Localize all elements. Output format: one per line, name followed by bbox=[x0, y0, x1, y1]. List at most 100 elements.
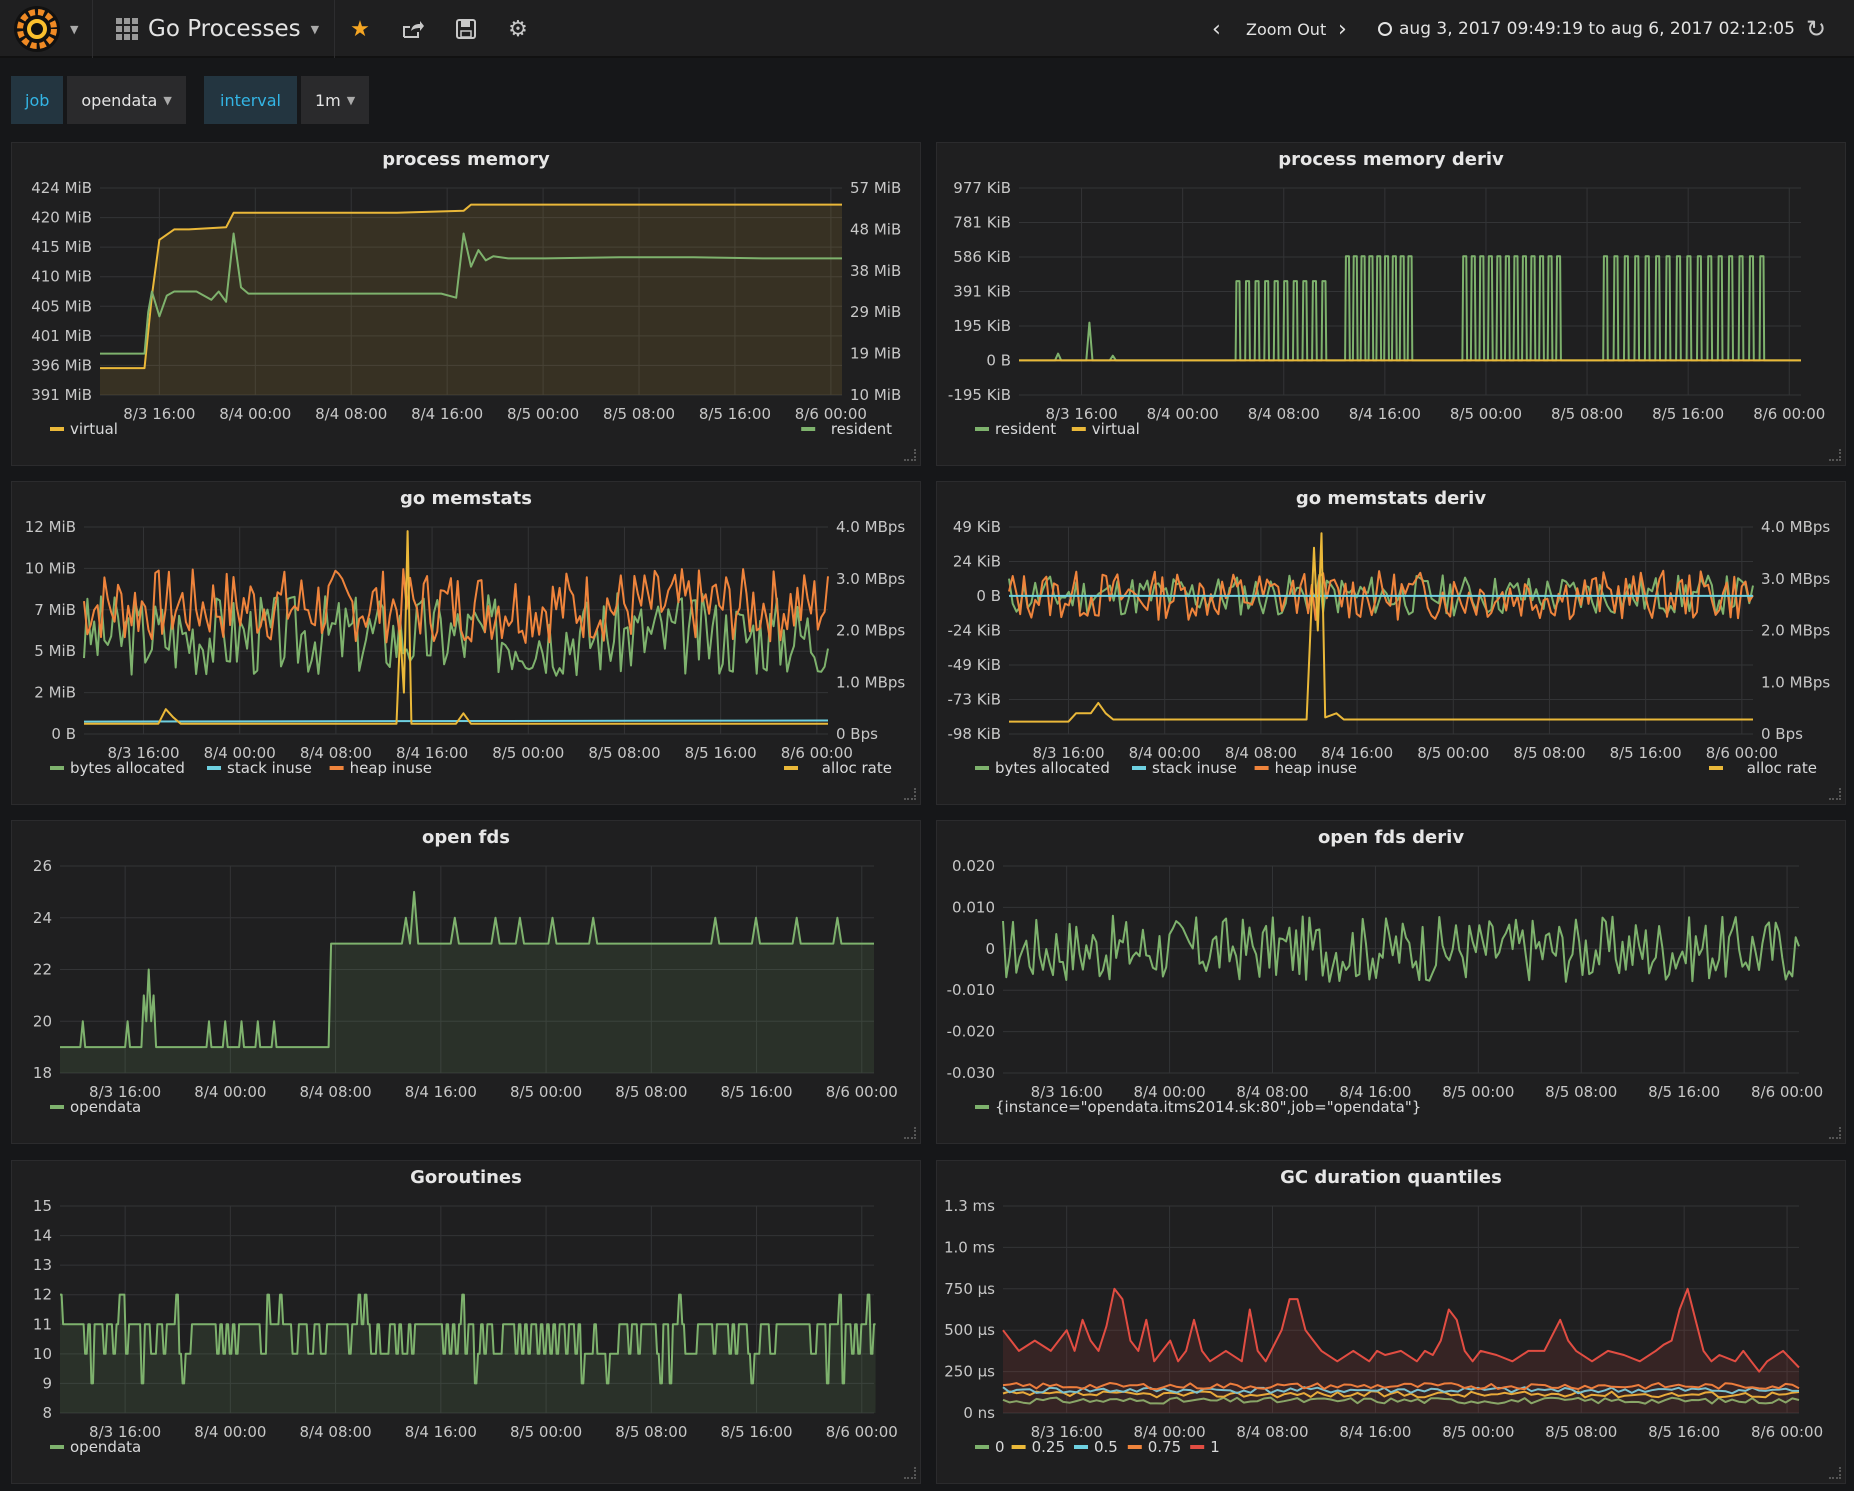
panel-resize-handle[interactable] bbox=[904, 1127, 916, 1139]
open-fds-deriv-panel[interactable]: open fds deriv 0.020 0.010 0 -0.010 -0.020 -0.… bbox=[936, 820, 1846, 1144]
zoom-out-button[interactable]: Zoom Out bbox=[1246, 19, 1327, 39]
panel-title[interactable]: open fds bbox=[422, 827, 510, 848]
legend-item[interactable]: 0.5 bbox=[1094, 1438, 1118, 1456]
refresh-icon[interactable]: ↻ bbox=[1806, 15, 1827, 43]
y2-tick-label: 10 MiB bbox=[850, 386, 901, 404]
panel-resize-handle[interactable] bbox=[904, 1467, 916, 1479]
legend-item[interactable]: 0 bbox=[995, 1438, 1005, 1456]
panel-resize-handle[interactable] bbox=[1829, 449, 1841, 461]
legend-item[interactable]: heap inuse bbox=[350, 759, 432, 777]
share-icon[interactable] bbox=[395, 0, 431, 58]
panel-resize-handle[interactable] bbox=[904, 449, 916, 461]
y-tick-label: 0 bbox=[985, 940, 995, 958]
save-icon[interactable] bbox=[448, 0, 484, 58]
x-tick-label: 8/6 00:00 bbox=[1751, 1083, 1823, 1101]
legend-item[interactable]: alloc rate bbox=[1747, 759, 1817, 777]
legend-item[interactable]: bytes allocated bbox=[70, 759, 185, 777]
gc-duration-quantiles-panel[interactable]: GC duration quantiles 1.3 ms 1.0 ms 750 μs 5… bbox=[936, 1160, 1846, 1484]
x-tick-label: 8/5 16:00 bbox=[685, 744, 757, 762]
legend-item[interactable]: 0.25 bbox=[1032, 1438, 1065, 1456]
legend-swatch bbox=[207, 766, 221, 770]
logo-menu-caret-icon[interactable]: ▼ bbox=[70, 22, 79, 36]
settings-gear-icon[interactable]: ⚙ bbox=[508, 16, 528, 42]
y-tick-label: 750 μs bbox=[944, 1280, 995, 1298]
legend-item[interactable]: alloc rate bbox=[822, 759, 892, 777]
variable-interval-dropdown[interactable]: 1m ▼ bbox=[301, 76, 370, 124]
y-tick-label: 1.3 ms bbox=[944, 1197, 995, 1215]
open-fds-panel[interactable]: open fds 26 24 22 20 18 8/3 16:00 8/4 00:00 8/4 … bbox=[11, 820, 921, 1144]
divider bbox=[334, 0, 335, 58]
y-tick-label: 0 B bbox=[51, 725, 76, 743]
y-tick-label: 26 bbox=[33, 857, 52, 875]
go-memstats-panel[interactable]: go memstats 12 MiB 10 MiB 7 MiB 5 MiB 2 MiB 0 … bbox=[11, 481, 921, 805]
go-memstats-deriv-panel[interactable]: go memstats deriv 49 KiB 24 KiB 0 B -24 KiB -… bbox=[936, 481, 1846, 805]
panel-resize-handle[interactable] bbox=[1829, 1127, 1841, 1139]
panel-title[interactable]: process memory deriv bbox=[1278, 149, 1504, 170]
x-tick-label: 8/4 00:00 bbox=[194, 1423, 266, 1441]
legend-item[interactable]: 1 bbox=[1210, 1438, 1220, 1456]
variable-interval: interval 1m ▼ bbox=[204, 76, 370, 124]
panel-title[interactable]: go memstats deriv bbox=[1295, 488, 1487, 509]
legend-item[interactable]: 0.75 bbox=[1148, 1438, 1181, 1456]
y2-tick-label: 29 MiB bbox=[850, 303, 901, 321]
legend-swatch bbox=[329, 766, 344, 770]
open-fds-chart: 26 24 22 20 18 8/3 16:00 8/4 00:00 8/4 08:00 8/4… bbox=[33, 857, 898, 1116]
x-tick-label: 8/4 08:00 bbox=[1236, 1423, 1308, 1441]
panel-title[interactable]: go memstats bbox=[399, 488, 533, 509]
goroutines-panel[interactable]: Goroutines 15 14 13 12 11 10 9 8 8/3 16:00 8/4 00:… bbox=[11, 1160, 921, 1484]
panel-title[interactable]: process memory bbox=[382, 149, 550, 170]
panel-resize-handle[interactable] bbox=[1829, 1467, 1841, 1479]
clock-icon bbox=[1378, 22, 1392, 36]
x-tick-label: 8/5 16:00 bbox=[699, 405, 771, 423]
y-tick-label: 401 MiB bbox=[31, 327, 92, 345]
series-line-resident bbox=[1019, 255, 1801, 362]
variable-value: 1m bbox=[315, 90, 341, 110]
legend-item[interactable]: bytes allocated bbox=[995, 759, 1110, 777]
divider bbox=[92, 0, 93, 58]
legend-item[interactable]: stack inuse bbox=[1152, 759, 1237, 777]
legend-item[interactable]: virtual bbox=[70, 420, 118, 438]
panel-title[interactable]: GC duration quantiles bbox=[1280, 1167, 1502, 1188]
grafana-logo-button[interactable] bbox=[12, 4, 62, 54]
x-tick-label: 8/5 00:00 bbox=[492, 744, 564, 762]
legend-item[interactable]: resident bbox=[831, 420, 892, 438]
gc-duration-quantiles-chart: 1.3 ms 1.0 ms 750 μs 500 μs 250 μs 0 ns 8/3 16… bbox=[944, 1197, 1823, 1456]
panel-resize-handle[interactable] bbox=[904, 788, 916, 800]
y-tick-label: 391 MiB bbox=[31, 386, 92, 404]
dashboard-picker[interactable]: Go Processes ▼ bbox=[116, 0, 319, 58]
grafana-logo-icon bbox=[14, 6, 60, 52]
x-tick-label: 8/4 00:00 bbox=[194, 1083, 266, 1101]
legend-item[interactable]: {instance="opendata.itms2014.sk:80",job=… bbox=[995, 1098, 1421, 1116]
series-line-stack-inuse bbox=[83, 719, 829, 723]
panel-resize-handle[interactable] bbox=[1829, 788, 1841, 800]
legend-swatch bbox=[975, 1445, 989, 1449]
process-memory-deriv-panel[interactable]: process memory deriv 977 KiB 781 KiB 586 Ki… bbox=[936, 142, 1846, 466]
variable-job-dropdown[interactable]: opendata ▼ bbox=[67, 76, 186, 124]
goroutines-chart: 15 14 13 12 11 10 9 8 8/3 16:00 8/4 00:00 8/4 08:0… bbox=[33, 1197, 898, 1456]
x-tick-label: 8/3 16:00 bbox=[1032, 744, 1104, 762]
panel-title[interactable]: Goroutines bbox=[410, 1167, 522, 1188]
y-tick-label: -0.010 bbox=[947, 981, 995, 999]
x-tick-label: 8/5 16:00 bbox=[1610, 744, 1682, 762]
legend-item[interactable]: heap inuse bbox=[1275, 759, 1357, 777]
x-tick-label: 8/3 16:00 bbox=[1031, 1083, 1103, 1101]
legend-swatch bbox=[975, 427, 989, 431]
legend-item[interactable]: opendata bbox=[70, 1438, 141, 1456]
x-tick-label: 8/5 08:00 bbox=[588, 744, 660, 762]
star-icon[interactable]: ★ bbox=[350, 16, 370, 42]
y-tick-label: 18 bbox=[33, 1064, 52, 1082]
legend-swatch bbox=[50, 1105, 64, 1109]
time-range-picker[interactable]: aug 3, 2017 09:49:19 to aug 6, 2017 02:1… bbox=[1378, 0, 1795, 58]
x-tick-label: 8/3 16:00 bbox=[1031, 1423, 1103, 1441]
legend-item[interactable]: stack inuse bbox=[227, 759, 312, 777]
legend-item[interactable]: virtual bbox=[1092, 420, 1140, 438]
legend-item[interactable]: opendata bbox=[70, 1098, 141, 1116]
x-tick-label: 8/5 08:00 bbox=[1545, 1083, 1617, 1101]
process-memory-panel[interactable]: process memory 424 MiB 420 MiB 415 MiB 410 M… bbox=[11, 142, 921, 466]
time-forward-chevron-icon[interactable]: › bbox=[1338, 16, 1347, 42]
legend-item[interactable]: resident bbox=[995, 420, 1056, 438]
x-tick-label: 8/4 16:00 bbox=[1349, 405, 1421, 423]
time-back-chevron-icon[interactable]: ‹ bbox=[1212, 16, 1221, 42]
y2-tick-label: 57 MiB bbox=[850, 179, 901, 197]
panel-title[interactable]: open fds deriv bbox=[1317, 827, 1465, 848]
